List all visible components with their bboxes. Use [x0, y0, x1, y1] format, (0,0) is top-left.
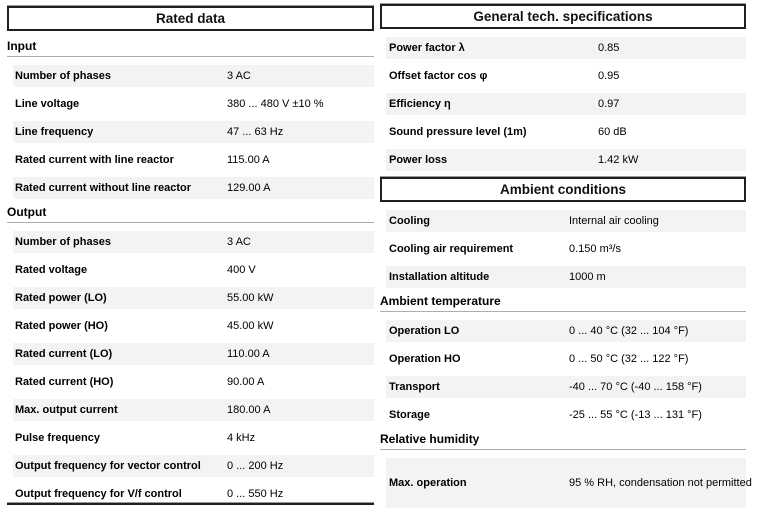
spec-row: Rated power (HO) 45.00 kW — [13, 315, 374, 337]
spec-label: Line voltage — [15, 98, 80, 110]
spec-row: Cooling air requirement 0.150 m³/s — [386, 238, 746, 260]
spec-row: Rated power (LO) 55.00 kW — [13, 287, 374, 309]
spec-label: Rated current (LO) — [15, 348, 113, 360]
spec-label: Installation altitude — [389, 271, 490, 283]
section-title: General tech. specifications — [473, 9, 653, 24]
spec-row: Line frequency 47 ... 63 Hz — [13, 121, 374, 143]
spec-row: Max. operation 95 % RH, condensation not … — [386, 458, 752, 508]
spec-row: Storage -25 ... 55 °C (-13 ... 131 °F) — [386, 404, 746, 426]
spec-row: Transport -40 ... 70 °C (-40 ... 158 °F) — [386, 376, 746, 398]
section-title: Rated data — [155, 11, 226, 26]
spec-row: Power factor λ 0.85 — [386, 37, 746, 59]
section-header-box: Ambient conditions — [380, 177, 746, 202]
spec-row: Installation altitude 1000 m — [386, 266, 746, 288]
spec-value: 90.00 A — [227, 376, 265, 388]
spec-row: Power loss 1.42 kW — [386, 149, 746, 171]
spec-value: 0 ... 40 °C (32 ... 104 °F) — [569, 325, 689, 337]
spec-label: Transport — [389, 381, 440, 393]
spec-value: 129.00 A — [227, 182, 271, 194]
spec-value: 110.00 A — [227, 348, 270, 360]
spec-label: Max. output current — [15, 404, 118, 416]
spec-value: 380 ... 480 V ±10 % — [227, 98, 324, 110]
spec-label: Rated current with line reactor — [15, 154, 174, 166]
subsection-heading: Output — [7, 205, 374, 223]
spec-row: Cooling Internal air cooling — [386, 210, 746, 232]
spec-value: 95 % RH, condensation not permitted — [569, 477, 752, 489]
spec-label: Rated power (LO) — [15, 292, 107, 304]
spec-value: 55.00 kW — [227, 292, 274, 304]
spec-label: Rated power (HO) — [15, 320, 108, 332]
spec-row: Rated current without line reactor 129.00… — [13, 177, 374, 199]
spec-value: 0.150 m³/s — [569, 243, 621, 255]
spec-label: Operation LO — [389, 325, 460, 337]
spec-label: Efficiency η — [389, 98, 451, 110]
spec-label: Max. operation — [389, 477, 467, 489]
spec-label: Sound pressure level (1m) — [389, 126, 527, 138]
spec-row: Operation LO 0 ... 40 °C (32 ... 104 °F) — [386, 320, 746, 342]
spec-value: 3 AC — [227, 70, 251, 82]
spec-row: Output frequency for V/f control 0 ... 55… — [13, 483, 374, 505]
spec-label: Storage — [389, 409, 430, 421]
spec-label: Number of phases — [15, 70, 111, 82]
spec-row: Efficiency η 0.97 — [386, 93, 746, 115]
rated-data-column: Rated data Input Number of phases 3 AC Line … — [7, 0, 374, 511]
spec-row: Sound pressure level (1m) 60 dB — [386, 121, 746, 143]
spec-row: Line voltage 380 ... 480 V ±10 % — [13, 93, 374, 115]
spec-value: 47 ... 63 Hz — [227, 126, 284, 138]
spec-row: Max. output current 180.00 A — [13, 399, 374, 421]
subsection-heading: Relative humidity — [380, 432, 746, 450]
spec-value: 0.95 — [598, 70, 620, 82]
spec-row: Number of phases 3 AC — [13, 65, 374, 87]
spec-label: Output frequency for V/f control — [15, 488, 182, 500]
spec-row: Pulse frequency 4 kHz — [13, 427, 374, 449]
spec-row: Number of phases 3 AC — [13, 231, 374, 253]
spec-row: Rated voltage 400 V — [13, 259, 374, 281]
specs-column: General tech. specifications Power factor… — [380, 0, 752, 508]
spec-label: Pulse frequency — [15, 432, 100, 444]
section-header-box: Rated data — [7, 6, 374, 31]
spec-value: 0 ... 200 Hz — [227, 460, 284, 472]
spec-value: 3 AC — [227, 236, 251, 248]
spec-value: 0.85 — [598, 42, 620, 54]
spec-row: Output frequency for vector control 0 ...… — [13, 455, 374, 477]
spec-value: 115.00 A — [227, 154, 270, 166]
spec-row: Rated current (LO) 110.00 A — [13, 343, 374, 365]
spec-label: Rated current (HO) — [15, 376, 114, 388]
spec-label: Cooling — [389, 215, 430, 227]
spec-label: Number of phases — [15, 236, 111, 248]
spec-row: Rated current with line reactor 115.00 A — [13, 149, 374, 171]
subsection-heading: Ambient temperature — [380, 294, 746, 312]
spec-label: Cooling air requirement — [389, 243, 514, 255]
spec-label: Power loss — [389, 154, 448, 166]
spec-row: Offset factor cos φ 0.95 — [386, 65, 746, 87]
spec-value: 4 kHz — [227, 432, 256, 444]
cut-off-next-section-border — [7, 503, 374, 505]
spec-row: Rated current (HO) 90.00 A — [13, 371, 374, 393]
spec-value: -40 ... 70 °C (-40 ... 158 °F) — [569, 381, 702, 393]
spec-label: Operation HO — [389, 353, 461, 365]
subsection-heading: Input — [7, 39, 374, 57]
spec-label: Offset factor cos φ — [389, 70, 488, 82]
section-title: Ambient conditions — [500, 182, 626, 197]
spec-label: Line frequency — [15, 126, 94, 138]
spec-value: 400 V — [227, 264, 256, 276]
spec-value: 45.00 kW — [227, 320, 274, 332]
spec-value: -25 ... 55 °C (-13 ... 131 °F) — [569, 409, 702, 421]
spec-value: 180.00 A — [227, 404, 271, 416]
spec-label: Rated current without line reactor — [15, 182, 192, 194]
spec-value: 0.97 — [598, 98, 620, 110]
spec-value: 1.42 kW — [598, 154, 639, 166]
spec-value: 1000 m — [569, 271, 606, 283]
spec-label: Rated voltage — [15, 264, 88, 276]
spec-value: Internal air cooling — [569, 215, 659, 227]
spec-row: Operation HO 0 ... 50 °C (32 ... 122 °F) — [386, 348, 746, 370]
spec-value: 0 ... 550 Hz — [227, 488, 284, 500]
spec-value: 60 dB — [598, 126, 627, 138]
spec-label: Power factor λ — [389, 42, 465, 54]
spec-value: 0 ... 50 °C (32 ... 122 °F) — [569, 353, 689, 365]
spec-label: Output frequency for vector control — [15, 460, 201, 472]
section-header-box: General tech. specifications — [380, 4, 746, 29]
